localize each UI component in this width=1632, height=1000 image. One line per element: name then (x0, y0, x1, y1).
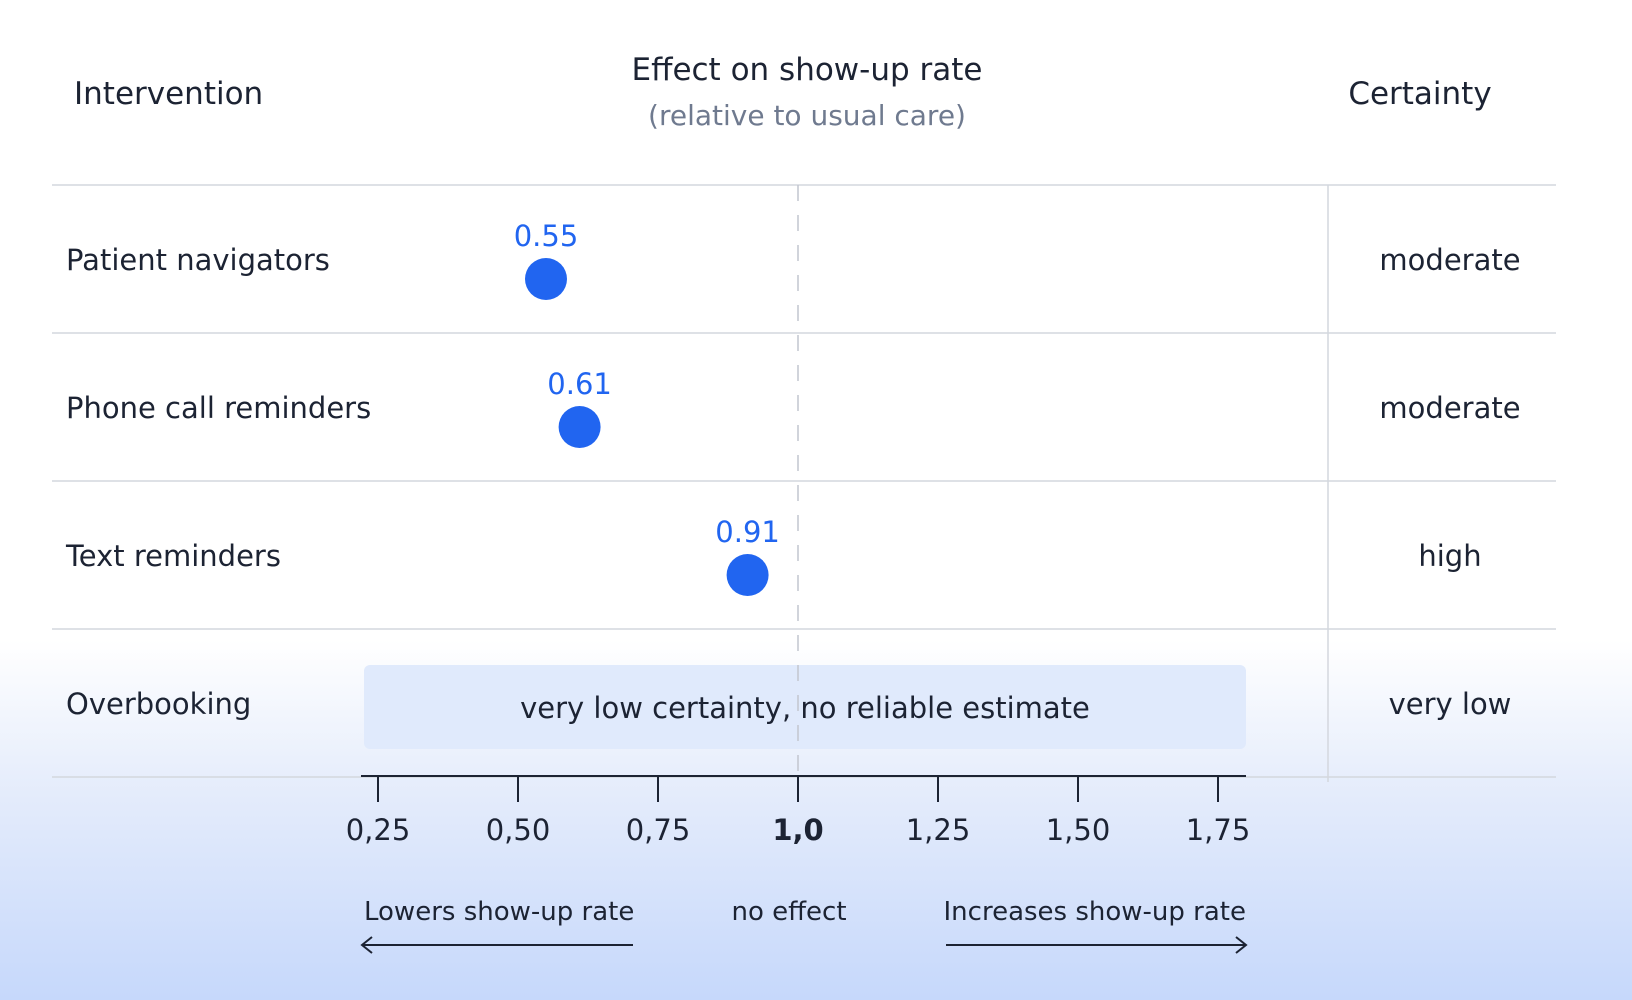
effect-point (525, 258, 567, 300)
certainty-label: high (1418, 539, 1481, 573)
x-tick-label: 1,50 (1046, 813, 1111, 847)
certainty-label: very low (1389, 687, 1512, 721)
intervention-label: Overbooking (66, 687, 251, 721)
x-tick-label: 0,25 (346, 813, 411, 847)
effect-value-label: 0.91 (715, 515, 780, 549)
x-tick-label: 0,50 (486, 813, 551, 847)
effect-point (726, 554, 769, 596)
x-tick-label: 1,25 (906, 813, 971, 847)
effect-column-subheader: (relative to usual care) (648, 99, 966, 132)
no-effect-label: no effect (731, 897, 846, 927)
x-tick-label: 1,75 (1186, 813, 1251, 847)
x-tick-label: 0,75 (626, 813, 691, 847)
effect-value-label: 0.55 (514, 219, 579, 253)
increases-direction-label: Increases show-up rate (944, 897, 1246, 927)
intervention-column-header: Intervention (74, 76, 264, 112)
right-arrow-head-icon (1235, 936, 1248, 954)
certainty-label: moderate (1379, 243, 1520, 277)
lowers-direction-label: Lowers show-up rate (364, 897, 634, 927)
certainty-column-header: Certainty (1348, 76, 1492, 112)
intervention-label: Text reminders (65, 539, 281, 573)
intervention-label: Patient navigators (66, 243, 330, 277)
effect-value-label: 0.61 (547, 367, 612, 401)
left-arrow-head-icon (360, 936, 373, 954)
effect-column-header: Effect on show-up rate (631, 52, 983, 88)
certainty-label: moderate (1379, 391, 1520, 425)
intervention-label: Phone call reminders (66, 391, 371, 425)
no-estimate-label: very low certainty, no reliable estimate (520, 691, 1090, 725)
x-tick-label: 1,0 (772, 813, 823, 847)
no-estimate-band (364, 665, 1246, 749)
effect-point (558, 406, 601, 448)
